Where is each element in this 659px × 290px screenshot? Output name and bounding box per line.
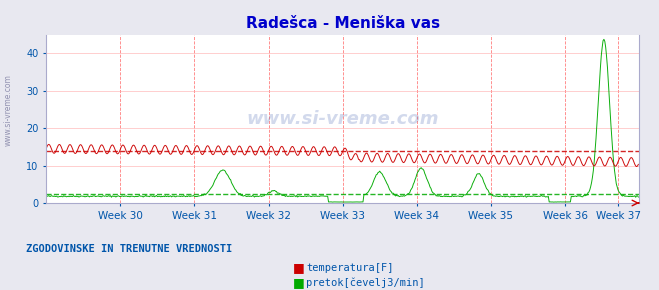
Text: ■: ■ <box>293 276 305 289</box>
Text: ■: ■ <box>293 261 305 274</box>
Text: www.si-vreme.com: www.si-vreme.com <box>3 74 13 146</box>
Text: pretok[čevelj3/min]: pretok[čevelj3/min] <box>306 277 425 288</box>
Text: ZGODOVINSKE IN TRENUTNE VREDNOSTI: ZGODOVINSKE IN TRENUTNE VREDNOSTI <box>26 244 233 254</box>
Title: Radešca - Meniška vas: Radešca - Meniška vas <box>246 16 440 31</box>
Text: temperatura[F]: temperatura[F] <box>306 263 394 273</box>
Text: www.si-vreme.com: www.si-vreme.com <box>246 110 439 128</box>
